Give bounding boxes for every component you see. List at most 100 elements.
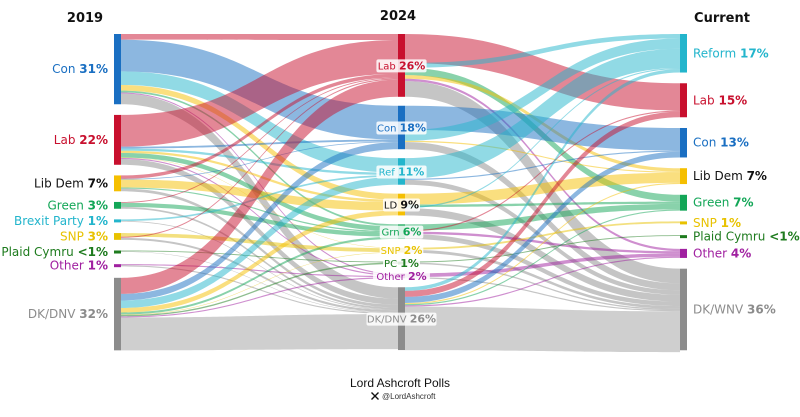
flow-pc19-to-pc24	[121, 250, 398, 263]
footer-title: Lord Ashcroft Polls	[350, 376, 450, 390]
flow-lab24-to-dk_c	[405, 81, 680, 284]
node-value-snp_c: 1%	[721, 216, 741, 230]
node-bar-con19	[114, 34, 121, 105]
node-name-snp19: SNP	[60, 229, 88, 243]
flow-dk19-to-ld24	[121, 210, 398, 313]
flow-ref24-to-con_c	[405, 150, 680, 180]
flow-dk24-to-oth_c	[405, 256, 680, 307]
node-bar-lab19	[114, 114, 121, 165]
flow-dk19-to-grn24	[121, 236, 398, 315]
node-value-grn_c: 7%	[733, 196, 753, 210]
flow-lab19-to-snp24	[121, 157, 398, 249]
flow-con19-to-ld24	[121, 84, 398, 200]
flow-lab19-to-ld24	[121, 150, 398, 203]
node-bar-lab_c	[680, 83, 687, 118]
flow-ld19-to-lab24	[121, 73, 398, 179]
node-value-con_c: 13%	[720, 136, 749, 150]
flow-dk19-to-lab24	[121, 79, 398, 294]
node-name-con_c: Con	[693, 136, 720, 150]
node-name-oth19: Other	[50, 259, 88, 273]
node-bar-grn19	[114, 201, 121, 209]
node-name-grn24: Grn	[382, 228, 403, 239]
node-value-snp19: 3%	[88, 229, 108, 243]
node-value-snp24: 2%	[404, 244, 423, 257]
node-label-grn24: Grn 6%	[382, 226, 422, 239]
node-name-ld19: Lib Dem	[34, 176, 88, 190]
flow-snp24-to-snp_c	[405, 221, 680, 250]
node-label-lab_c: Lab 15%	[693, 93, 747, 107]
node-bar-ref_c	[680, 34, 687, 73]
flow-dk24-to-ref_c	[405, 69, 680, 291]
column-title-2019: 2019	[67, 11, 103, 26]
node-value-ld_c: 7%	[747, 169, 767, 183]
node-name-ref24: Ref	[379, 167, 398, 178]
node-bar-oth19	[114, 264, 121, 268]
node-bar-pc19	[114, 250, 121, 254]
column-title-current: Current	[694, 11, 750, 26]
node-bar-brx19	[114, 219, 121, 223]
node-bar-snp_c	[680, 221, 687, 225]
node-label-pc_c: Plaid Cymru <1%	[693, 230, 800, 244]
flow-ld24-to-ref_c	[405, 67, 680, 209]
flow-oth24-to-dk_c	[405, 277, 680, 312]
flow-ld24-to-ld_c	[405, 172, 680, 205]
flow-snp19-to-lab24	[121, 78, 398, 238]
node-value-con24: 18%	[400, 121, 426, 134]
flow-dk24-to-dk_c	[405, 306, 680, 353]
node-value-ld24: 9%	[400, 199, 419, 212]
flow-lab19-to-oth24	[121, 157, 398, 276]
node-label-ref24: Ref 11%	[379, 165, 425, 178]
node-label-bg-ld24	[383, 198, 420, 212]
node-bar-dk_c	[680, 268, 687, 351]
node-label-oth_c: Other 4%	[693, 246, 751, 260]
node-value-con19: 31%	[79, 62, 108, 76]
node-bar-ld19	[114, 175, 121, 192]
node-value-lab19: 22%	[79, 133, 108, 147]
node-bar-ld_c	[680, 168, 687, 185]
flow-lab24-to-ref_c	[405, 34, 680, 68]
node-label-ref_c: Reform 17%	[693, 46, 769, 60]
node-name-grn_c: Green	[693, 196, 733, 210]
flow-pc24-to-pc_c	[405, 235, 680, 263]
flow-dk19-to-oth24	[121, 277, 398, 318]
node-value-oth19: 1%	[88, 259, 108, 273]
node-value-brx19: 1%	[88, 214, 108, 228]
footer-handle: @LordAshcroft	[382, 392, 436, 401]
node-bar-snp19	[114, 233, 121, 240]
flow-dk19-to-pc24	[121, 262, 398, 317]
node-label-ld19: Lib Dem 7%	[34, 176, 108, 190]
node-label-lab24: Lab 26%	[378, 59, 426, 72]
node-value-ref24: 11%	[398, 165, 424, 178]
flow-dk24-to-grn_c	[405, 209, 680, 306]
flow-brx19-to-dk24	[121, 220, 398, 311]
flow-grn24-to-oth_c	[405, 231, 680, 254]
flow-con24-to-con_c	[405, 105, 680, 151]
node-name-dk_c: DK/WNV	[693, 302, 747, 316]
flow-dk19-to-con24	[121, 142, 398, 301]
node-name-oth24: Other	[376, 272, 408, 283]
flow-dk24-to-con_c	[405, 151, 680, 303]
node-value-dk24: 26%	[410, 313, 436, 326]
node-label-con_c: Con 13%	[693, 136, 749, 150]
flow-con24-to-ref_c	[405, 38, 680, 141]
node-value-oth_c: 4%	[731, 246, 751, 260]
node-label-bg-pc24	[383, 257, 420, 271]
labels-layer: Con 31%Lab 22%Lib Dem 7%Green 3%Brexit P…	[1, 46, 800, 326]
node-label-ld24: LD 9%	[384, 199, 419, 212]
flow-ref24-to-ref_c	[405, 48, 680, 179]
flow-lab24-to-lab_c	[405, 34, 680, 111]
flow-dk24-to-lab_c	[405, 111, 680, 297]
node-value-pc_c: <1%	[769, 230, 799, 244]
node-bar-oth_c	[680, 248, 687, 258]
node-name-pc19: Plaid Cymru	[1, 245, 77, 259]
node-value-ld19: 7%	[88, 176, 108, 190]
flow-con24-to-ld_c	[405, 140, 680, 173]
node-name-lab_c: Lab	[693, 93, 718, 107]
node-name-dk19: DK/DNV	[28, 307, 79, 321]
node-name-con24: Con	[377, 123, 400, 134]
node-label-grn_c: Green 7%	[693, 196, 754, 210]
node-name-oth_c: Other	[693, 246, 731, 260]
node-name-pc24: PC	[384, 259, 400, 270]
flow-pc19-to-dk24	[121, 251, 398, 313]
flow-dk19-to-snp24	[121, 252, 398, 315]
